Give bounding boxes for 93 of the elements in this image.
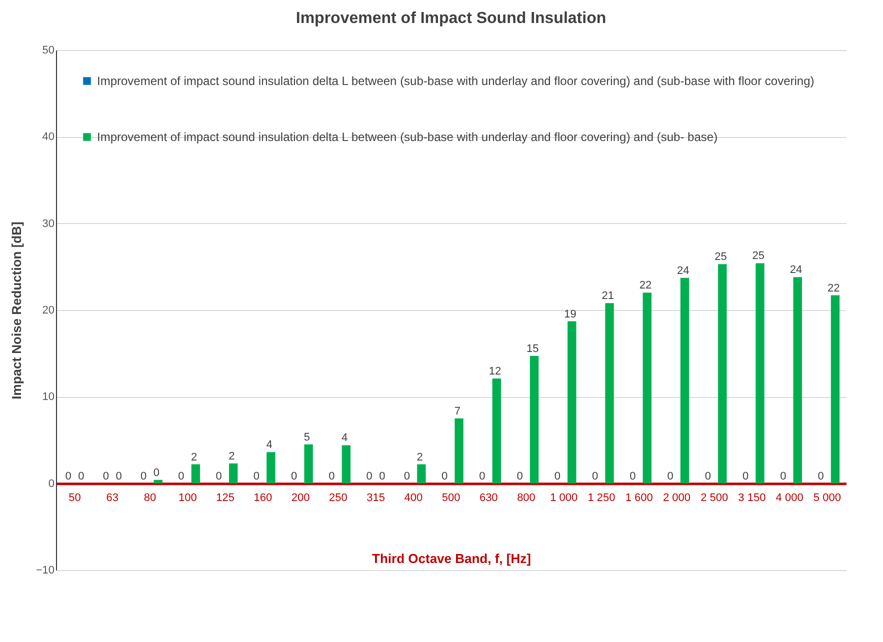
y-tick-label: 40 xyxy=(42,131,54,144)
x-tick-label: 160 xyxy=(254,492,272,504)
bar xyxy=(756,263,764,484)
x-tick-label: 2 000 xyxy=(662,492,690,504)
bar xyxy=(417,464,426,484)
x-tick-label: 315 xyxy=(366,492,385,504)
x-tick-label: 125 xyxy=(216,492,234,504)
data-label: 0 xyxy=(216,470,222,482)
x-tick-label: 400 xyxy=(404,492,423,504)
data-label: 0 xyxy=(516,470,523,482)
data-label: 21 xyxy=(602,290,614,302)
bar xyxy=(830,295,840,484)
x-axis-title: Third Octave Band, f, [Hz] xyxy=(372,550,531,566)
data-label: 0 xyxy=(667,470,674,482)
bar xyxy=(342,445,351,484)
data-label: 0 xyxy=(153,466,160,479)
bar xyxy=(605,303,614,484)
x-tick-label: 1 250 xyxy=(588,492,616,504)
data-label: 0 xyxy=(479,470,486,482)
legend-label: Improvement of impact sound insulation delta L between (sub-base with underlay and floor covering) and (sub- base) xyxy=(97,130,718,144)
bar xyxy=(492,378,502,484)
data-label: 24 xyxy=(677,264,690,277)
data-label: 0 xyxy=(742,470,749,482)
data-label: 12 xyxy=(488,365,502,378)
x-tick-label: 100 xyxy=(178,492,197,504)
data-label: 19 xyxy=(564,308,576,320)
data-label: 0 xyxy=(116,470,122,482)
chart-title: Improvement of Impact Sound Insulation xyxy=(296,10,606,27)
bar xyxy=(154,480,162,484)
data-label: 2 xyxy=(191,451,198,464)
data-label: 0 xyxy=(404,470,410,482)
x-tick-label: 63 xyxy=(106,492,119,504)
data-label: 2 xyxy=(228,450,235,462)
data-label: 0 xyxy=(65,470,72,482)
bar xyxy=(680,278,690,484)
y-tick-label: 10 xyxy=(42,391,54,404)
data-label: 4 xyxy=(342,432,348,444)
data-label: 0 xyxy=(704,470,711,482)
bar xyxy=(454,418,464,484)
data-label: 0 xyxy=(630,470,636,482)
x-tick-label: 800 xyxy=(517,492,536,504)
data-label: 4 xyxy=(266,439,272,452)
x-tick-label: 250 xyxy=(328,492,348,504)
x-tick-label: 5 000 xyxy=(813,492,841,504)
x-tick-label: 630 xyxy=(479,492,498,504)
data-label: 2 xyxy=(416,451,423,464)
data-label: 0 xyxy=(442,470,448,482)
x-tick-label: 3 150 xyxy=(738,492,766,504)
bar xyxy=(530,356,539,484)
data-label: 24 xyxy=(790,264,802,276)
x-tick-label: 80 xyxy=(144,492,156,504)
y-tick-label: 50 xyxy=(42,44,54,56)
bar xyxy=(793,277,802,484)
y-tick-label: 20 xyxy=(42,304,54,316)
x-tick-label: 200 xyxy=(291,492,310,504)
data-label: 0 xyxy=(366,470,372,482)
data-label: 0 xyxy=(78,470,84,482)
data-label: 22 xyxy=(828,282,840,294)
data-label: 25 xyxy=(752,250,765,262)
y-tick-label: 30 xyxy=(42,218,54,230)
y-tick-label: 0 xyxy=(48,478,54,490)
data-label: 0 xyxy=(140,470,147,482)
x-tick-label: 1 600 xyxy=(625,492,653,504)
data-label: 0 xyxy=(102,470,110,482)
x-tick-label: 50 xyxy=(68,492,81,504)
data-label: 7 xyxy=(454,405,460,418)
data-label: 0 xyxy=(379,470,386,482)
x-tick-label: 4 000 xyxy=(776,492,804,504)
x-tick-label: 500 xyxy=(442,492,460,504)
data-label: 0 xyxy=(291,470,298,482)
x-tick-label: 1 000 xyxy=(550,492,578,504)
x-tick-label: 2 500 xyxy=(700,492,728,504)
data-label: 25 xyxy=(714,251,727,264)
data-label: 0 xyxy=(328,470,335,482)
data-label: 15 xyxy=(526,342,539,355)
bar xyxy=(191,464,200,484)
y-tick-label: −10 xyxy=(36,564,54,576)
bar xyxy=(568,321,576,484)
bar xyxy=(266,452,276,484)
data-label: 0 xyxy=(592,470,598,482)
data-label: 0 xyxy=(818,470,824,482)
data-label: 0 xyxy=(253,470,260,482)
data-label: 0 xyxy=(178,470,184,482)
bar xyxy=(228,463,238,484)
legend-label: Improvement of impact sound insulation delta L between (sub-base with underlay and floor covering) and (sub-base with floor covering) xyxy=(97,74,814,88)
data-label: 22 xyxy=(639,280,652,292)
data-label: 0 xyxy=(554,470,560,482)
y-axis-title: Impact Noise Reduction [dB] xyxy=(8,222,24,400)
bar xyxy=(718,264,727,484)
data-label: 0 xyxy=(780,470,786,482)
bar xyxy=(642,292,652,484)
data-label: 5 xyxy=(304,431,310,444)
bar xyxy=(304,444,313,484)
